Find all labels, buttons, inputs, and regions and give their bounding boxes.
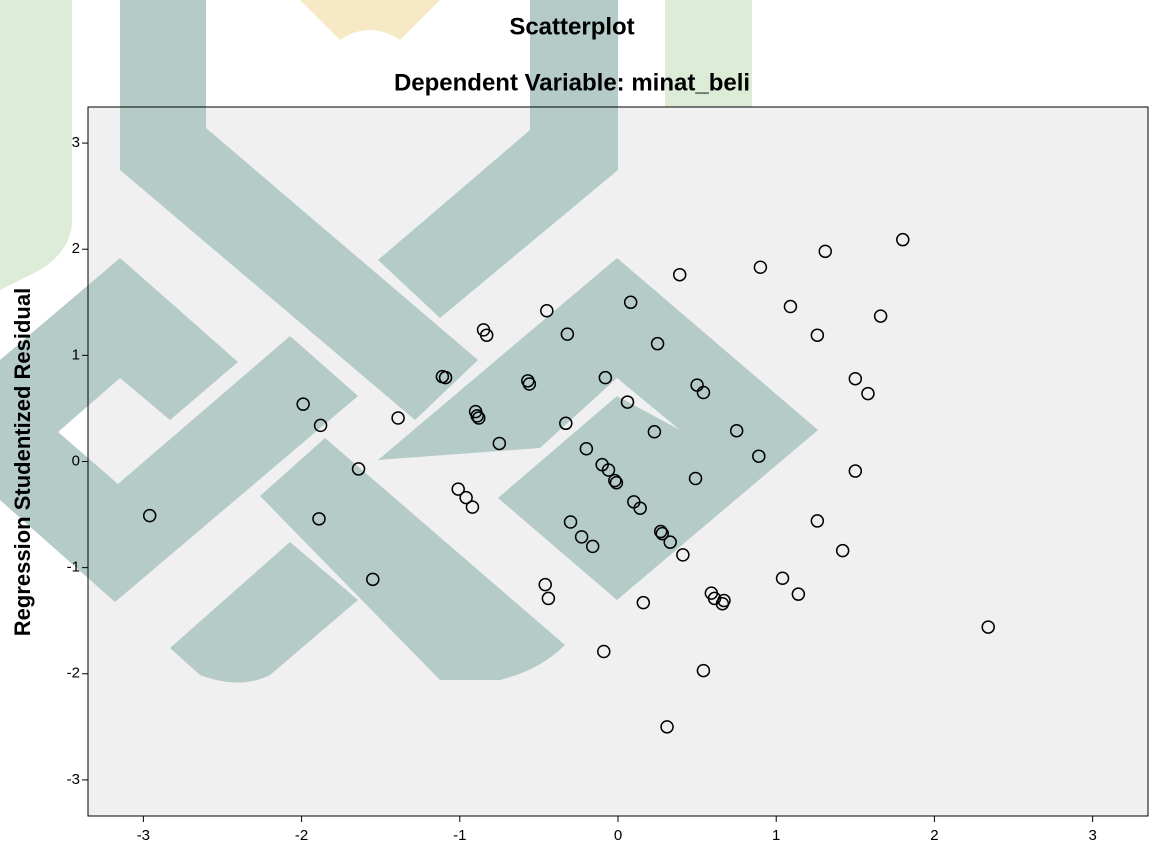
y-tick-label: 2 [72,240,80,257]
x-tick-label: -3 [137,827,150,844]
x-tick-label: 2 [930,827,938,844]
y-tick-label: 0 [72,452,80,469]
chart-title: Scatterplot [509,13,634,40]
y-tick-label: -2 [67,665,80,682]
x-tick-label: 1 [772,827,780,844]
chart: Scatterplot Dependent Variable: minat_be… [0,0,1150,856]
y-axis-title: Regression Studentized Residual [10,288,35,636]
y-tick-label: 3 [72,134,80,151]
x-tick-label: 3 [1088,827,1096,844]
x-tick-label: -2 [295,827,308,844]
chart-subtitle: Dependent Variable: minat_beli [394,69,750,96]
y-tick-label: -3 [67,771,80,788]
y-tick-label: 1 [72,346,80,363]
x-tick-label: 0 [614,827,622,844]
y-tick-label: -1 [67,559,80,576]
x-tick-label: -1 [453,827,466,844]
